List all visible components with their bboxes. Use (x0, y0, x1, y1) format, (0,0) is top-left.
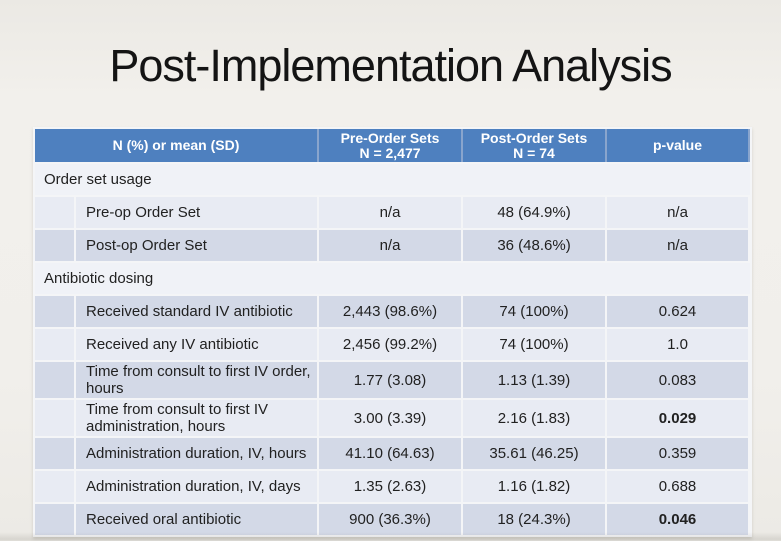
row-label: Received any IV antibiotic (76, 329, 317, 360)
table-row: Time from consult to first IV administra… (35, 400, 750, 436)
row-label: Administration duration, IV, hours (76, 438, 317, 469)
pre-order-value: 900 (36.3%) (319, 504, 461, 535)
slide-bottom-shadow (0, 532, 781, 541)
pre-order-value: 1.35 (2.63) (319, 471, 461, 502)
header-pre-order-line1: Pre-Order Sets (340, 129, 440, 146)
table-header-row: N (%) or mean (SD) Pre-Order Sets N = 2,… (35, 129, 750, 162)
header-cell-pre-order: Pre-Order Sets N = 2,477 (319, 129, 461, 162)
pre-order-value: 41.10 (64.63) (319, 438, 461, 469)
header-post-order-line2: N = 74 (513, 144, 555, 161)
header-post-order-line1: Post-Order Sets (480, 129, 588, 146)
header-cell-pvalue: p-value (607, 129, 748, 162)
table-row: Administration duration, IV, hours 41.10… (35, 438, 750, 469)
row-label: Received standard IV antibiotic (76, 296, 317, 327)
row-indent-cell (35, 329, 74, 360)
slide-title: Post-Implementation Analysis (109, 40, 672, 91)
header-cell-post-order: Post-Order Sets N = 74 (463, 129, 605, 162)
row-label: Administration duration, IV, days (76, 471, 317, 502)
row-indent-cell (35, 230, 74, 261)
analysis-table: N (%) or mean (SD) Pre-Order Sets N = 2,… (33, 127, 752, 537)
table-row: Time from consult to first IV order, hou… (35, 362, 750, 398)
pre-order-value: 2,456 (99.2%) (319, 329, 461, 360)
p-value: 0.688 (607, 471, 748, 502)
section-row-antibiotic-dosing: Antibiotic dosing (35, 263, 750, 294)
pre-order-value: 3.00 (3.39) (319, 400, 461, 436)
p-value: n/a (607, 197, 748, 228)
row-indent-cell (35, 296, 74, 327)
pre-order-value: n/a (319, 230, 461, 261)
row-indent-cell (35, 362, 74, 398)
row-label: Pre-op Order Set (76, 197, 317, 228)
row-indent-cell (35, 471, 74, 502)
section-row-order-set-usage: Order set usage (35, 164, 750, 195)
post-order-value: 2.16 (1.83) (463, 400, 605, 436)
table-row: Pre-op Order Set n/a 48 (64.9%) n/a (35, 197, 750, 228)
post-order-value: 74 (100%) (463, 296, 605, 327)
table-row: Received standard IV antibiotic 2,443 (9… (35, 296, 750, 327)
p-value: 0.083 (607, 362, 748, 398)
pre-order-value: 2,443 (98.6%) (319, 296, 461, 327)
post-order-value: 35.61 (46.25) (463, 438, 605, 469)
row-indent-cell (35, 504, 74, 535)
p-value: 0.359 (607, 438, 748, 469)
table-row: Post-op Order Set n/a 36 (48.6%) n/a (35, 230, 750, 261)
table-row: Received any IV antibiotic 2,456 (99.2%)… (35, 329, 750, 360)
row-label: Received oral antibiotic (76, 504, 317, 535)
p-value-significant: 0.046 (607, 504, 748, 535)
p-value-significant: 0.029 (607, 400, 748, 436)
header-pre-order-line2: N = 2,477 (359, 144, 421, 161)
row-label: Post-op Order Set (76, 230, 317, 261)
post-order-value: 1.16 (1.82) (463, 471, 605, 502)
row-indent-cell (35, 197, 74, 228)
pre-order-value: 1.77 (3.08) (319, 362, 461, 398)
row-label: Time from consult to first IV administra… (76, 400, 317, 436)
p-value: 1.0 (607, 329, 748, 360)
table-row: Administration duration, IV, days 1.35 (… (35, 471, 750, 502)
row-label: Time from consult to first IV order, hou… (76, 362, 317, 398)
pre-order-value: n/a (319, 197, 461, 228)
post-order-value: 1.13 (1.39) (463, 362, 605, 398)
header-cell-measure: N (%) or mean (SD) (35, 129, 317, 162)
post-order-value: 18 (24.3%) (463, 504, 605, 535)
p-value: n/a (607, 230, 748, 261)
section-label: Antibiotic dosing (35, 263, 750, 294)
post-order-value: 74 (100%) (463, 329, 605, 360)
post-order-value: 36 (48.6%) (463, 230, 605, 261)
row-indent-cell (35, 438, 74, 469)
table-row: Received oral antibiotic 900 (36.3%) 18 … (35, 504, 750, 535)
section-label: Order set usage (35, 164, 750, 195)
post-order-value: 48 (64.9%) (463, 197, 605, 228)
p-value: 0.624 (607, 296, 748, 327)
row-indent-cell (35, 400, 74, 436)
